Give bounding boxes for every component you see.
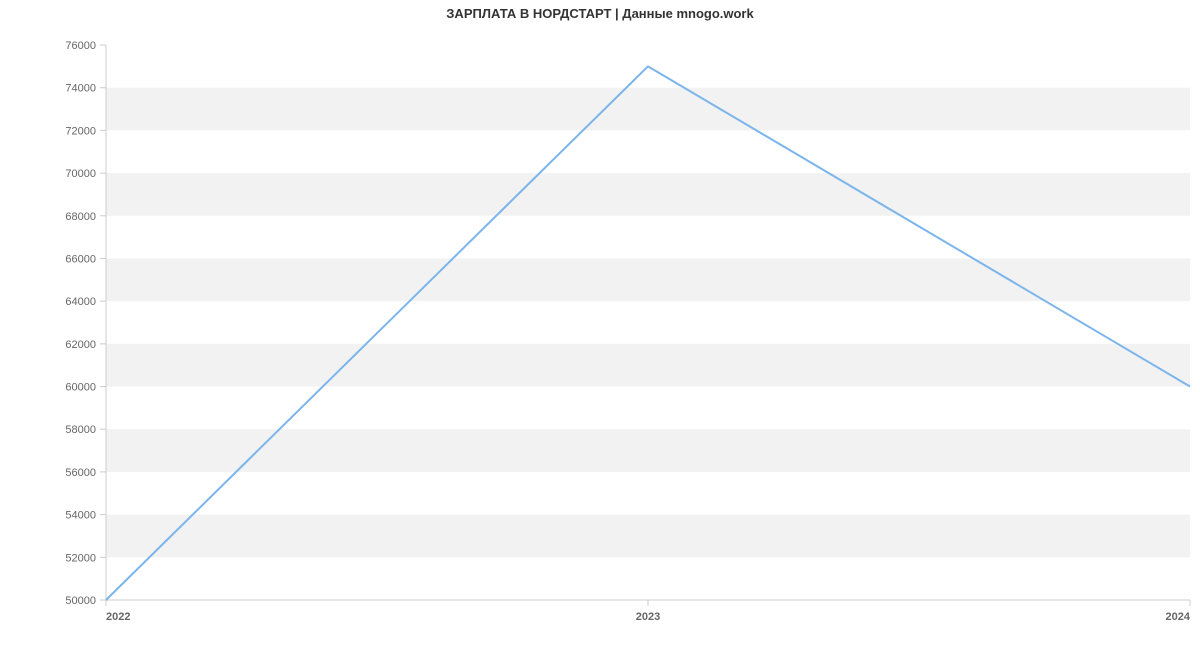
y-tick-label: 58000 [65, 424, 96, 436]
y-tick-label: 74000 [65, 83, 96, 95]
salary-chart: ЗАРПЛАТА В НОРДСТАРТ | Данные mnogo.work… [0, 0, 1200, 650]
y-tick-label: 52000 [65, 552, 96, 564]
grid-band [106, 258, 1190, 301]
y-tick-label: 62000 [65, 339, 96, 351]
x-tick-label: 2022 [106, 611, 130, 623]
y-tick-label: 50000 [65, 595, 96, 607]
grid-band [106, 173, 1190, 216]
chart-svg: 50000 52000 54000 56000 58000 60000 62000 64000… [0, 0, 1200, 650]
y-tick-label: 66000 [65, 253, 96, 265]
grid-band [106, 429, 1190, 472]
x-tick-label: 2023 [636, 611, 660, 623]
y-tick-label: 60000 [65, 382, 96, 394]
y-tick-label: 70000 [65, 168, 96, 180]
grid-band [106, 88, 1190, 131]
grid-band [106, 515, 1190, 558]
y-tick-label: 76000 [65, 40, 96, 52]
y-tick-label: 68000 [65, 211, 96, 223]
y-tick-label: 64000 [65, 296, 96, 308]
y-tick-label: 72000 [65, 125, 96, 137]
y-tick-label: 54000 [65, 510, 96, 522]
grid-band [106, 344, 1190, 387]
y-tick-label: 56000 [65, 467, 96, 479]
x-tick-label: 2024 [1166, 611, 1191, 623]
